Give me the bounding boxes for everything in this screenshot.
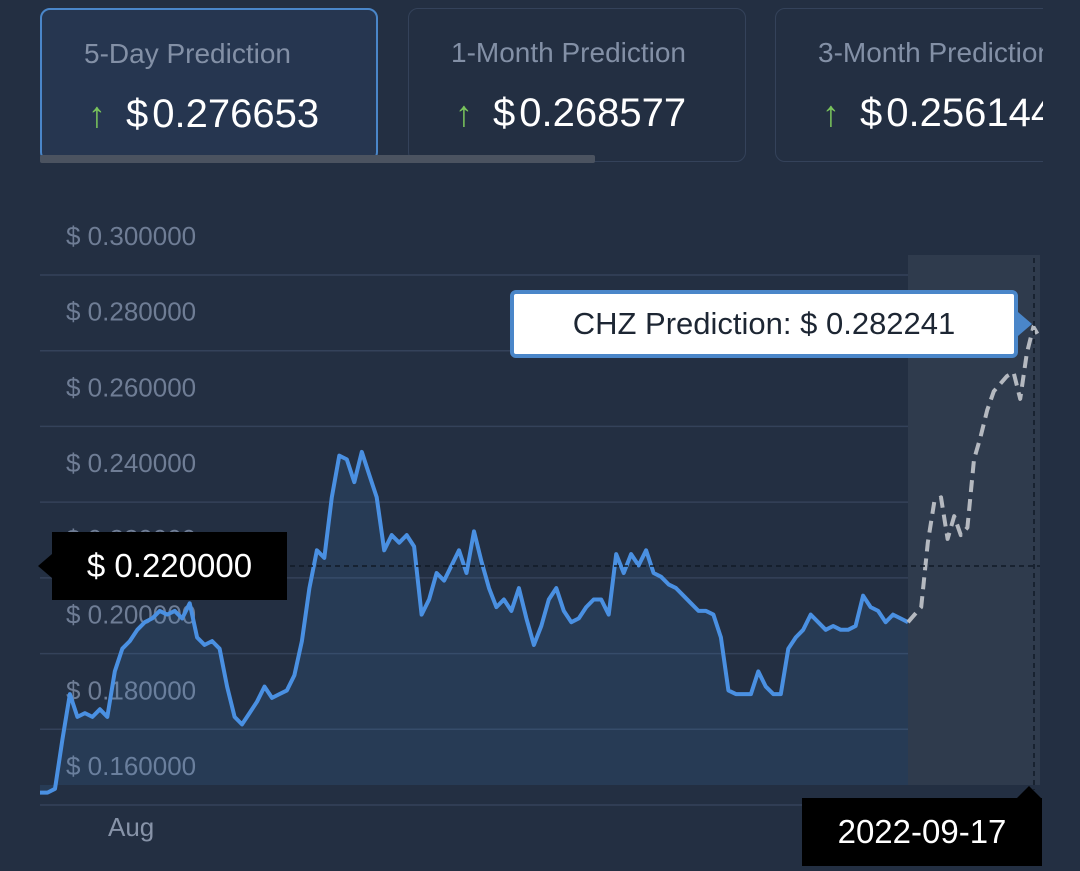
arrow-up-icon: ↑ — [455, 92, 473, 134]
prediction-tooltip: CHZ Prediction: $ 0.282241 — [510, 290, 1018, 358]
x-axis-labels: Aug — [108, 812, 154, 842]
y-tick-label: $ 0.180000 — [66, 675, 196, 705]
y-tick-label: $ 0.280000 — [66, 297, 196, 327]
card-amount: 0.268577 — [519, 91, 687, 135]
card-amount: 0.276653 — [152, 92, 320, 136]
currency-symbol: $ — [493, 91, 516, 135]
cards-scrollbar[interactable] — [40, 155, 595, 163]
y-tick-label: $ 0.160000 — [66, 751, 196, 781]
prediction-line — [906, 324, 1042, 624]
x-tick-label: Aug — [108, 812, 154, 842]
y-tick-label: $ 0.260000 — [66, 372, 196, 402]
y-tick-label: $ 0.200000 — [66, 600, 196, 630]
card-value: ↑ $ 0.268577 — [455, 91, 686, 136]
arrow-up-icon: ↑ — [88, 93, 106, 135]
y-tick-label: $ 0.240000 — [66, 448, 196, 478]
card-label: 1-Month Prediction — [451, 37, 687, 68]
y-axis-labels: $ 0.300000 $ 0.280000 $ 0.260000 $ 0.240000… — [66, 221, 196, 781]
y-crosshair-label: $ 0.220000 — [52, 532, 287, 600]
history-line — [40, 449, 909, 795]
tooltip-pointer — [1018, 312, 1032, 336]
card-value: ↑ $ 0.256144 — [822, 91, 1043, 136]
currency-symbol: $ — [126, 92, 149, 136]
history-area — [40, 451, 908, 793]
currency-symbol: $ — [860, 91, 883, 135]
arrow-up-icon: ↑ — [822, 92, 840, 134]
prediction-cards: 5-Day Prediction ↑ $ 0.276653 1-Month Pr… — [40, 8, 1043, 168]
card-label: 5-Day Prediction — [84, 38, 291, 69]
x-crosshair-pointer — [1016, 786, 1042, 799]
card-5-day-prediction[interactable]: 5-Day Prediction ↑ $ 0.276653 — [40, 8, 378, 162]
card-value: ↑ $ 0.276653 — [88, 92, 319, 137]
y-crosshair-pointer — [38, 554, 52, 578]
x-crosshair-label: 2022-09-17 — [802, 798, 1042, 866]
card-3-month-prediction[interactable]: 3-Month Prediction ↑ $ 0.256144 — [775, 8, 1043, 162]
y-tick-label: $ 0.300000 — [66, 221, 196, 251]
card-label: 3-Month Prediction — [818, 37, 1043, 68]
card-amount: 0.256144 — [886, 91, 1043, 135]
